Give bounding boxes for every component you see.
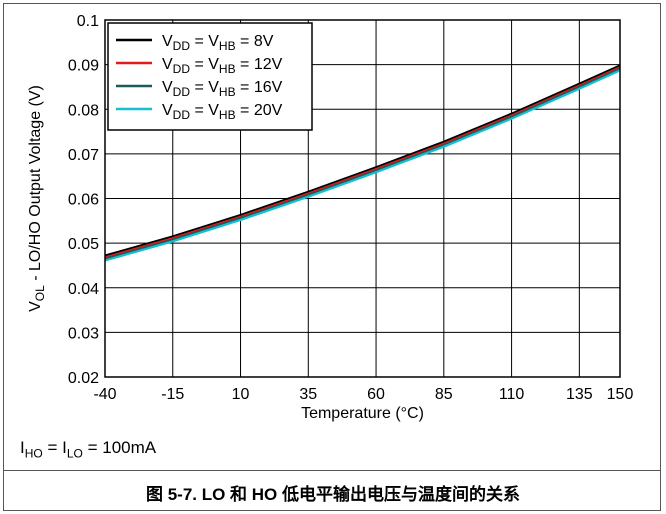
x-tick-label: -40 [93,386,116,403]
y-tick-label: 0.08 [68,102,99,119]
figure-caption: 图 5-7. LO 和 HO 低电平输出电压与温度间的关系 [145,485,521,504]
x-axis-label: Temperature (°C) [301,405,424,422]
y-tick-label: 0.09 [68,58,99,75]
tick-labels: -40 -15 10 35 60 85 110 135 150 0.02 0.03 0.04 0.05 0… [68,13,634,403]
y-axis-label: VOL - LO/HO Output Voltage (V) [27,85,47,312]
legend-label: VDD = VHB = 16V [162,79,283,99]
legend-label: VDD = VHB = 8V [162,33,274,53]
x-tick-label: 85 [435,386,453,403]
legend-label: VDD = VHB = 12V [162,56,283,76]
series-line [104,64,621,257]
y-tick-label: 0.04 [68,281,99,298]
series-line [104,69,621,262]
series-line [104,66,621,259]
y-tick-label: 0.05 [68,236,99,253]
chart: -40 -15 10 35 60 85 110 135 150 0.02 0.03 0.04 0.05 0… [27,13,634,422]
plot-area [104,19,621,378]
y-tick-label: 0.06 [68,192,99,209]
x-tick-label: 35 [299,386,317,403]
legend: VDD = VHB = 8V VDD = VHB = 12V VDD = VHB =… [107,22,313,131]
x-tick-label: 135 [566,386,593,403]
series-lines [104,64,621,262]
legend-label: VDD = VHB = 20V [162,102,283,122]
figure-frame [3,3,661,511]
y-tick-label: 0.07 [68,147,99,164]
y-tick-label: 0.02 [68,370,99,387]
series-line [104,67,621,260]
y-tick-label: 0.03 [68,325,99,342]
x-tick-label: -15 [161,386,184,403]
x-tick-label: 150 [607,386,634,403]
test-condition: IHO = ILO = 100mA [20,438,157,461]
x-tick-label: 110 [499,386,525,403]
caption-divider [3,470,661,471]
x-tick-label: 10 [232,386,250,403]
y-tick-label: 0.1 [77,13,99,30]
x-tick-label: 60 [367,386,385,403]
